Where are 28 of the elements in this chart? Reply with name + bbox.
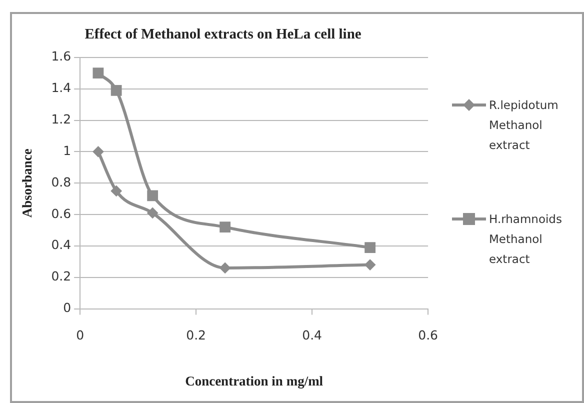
y-tick-label: 1.6 (51, 48, 72, 64)
point (92, 146, 104, 158)
y-tick-label: 0 (63, 300, 72, 316)
point (364, 242, 376, 253)
point (147, 207, 158, 218)
point (220, 222, 231, 233)
y-tick-label: 1 (63, 142, 72, 158)
point (364, 259, 376, 270)
point (147, 190, 158, 202)
y-tick-label: 1.4 (51, 80, 72, 96)
point (110, 185, 122, 196)
y-axis-title: Absorbance (20, 148, 35, 218)
legend-label: H.rhamnoids Methanol extract (489, 211, 563, 268)
point (92, 68, 104, 79)
chart-title: Effect of Methanol extracts on HeLa cell line (84, 26, 362, 42)
legend-label: R.lepidotum Methanol extract (489, 97, 560, 154)
x-tick-label: 0.2 (186, 328, 206, 343)
y-tick-label: 0.4 (51, 237, 72, 252)
y-tick-label: 1.2 (51, 112, 72, 126)
point (110, 84, 122, 96)
x-tick-label: 0 (76, 328, 84, 343)
y-tick-label: 0.8 (51, 174, 72, 190)
y-tick-label: 0.2 (51, 268, 72, 284)
point (220, 262, 231, 274)
y-tick-label: 0.6 (51, 206, 72, 221)
x-axis-title: Concentration in mg/ml (185, 373, 324, 388)
x-tick-label: 0.4 (302, 328, 322, 343)
x-tick-label: 0.6 (418, 328, 438, 343)
